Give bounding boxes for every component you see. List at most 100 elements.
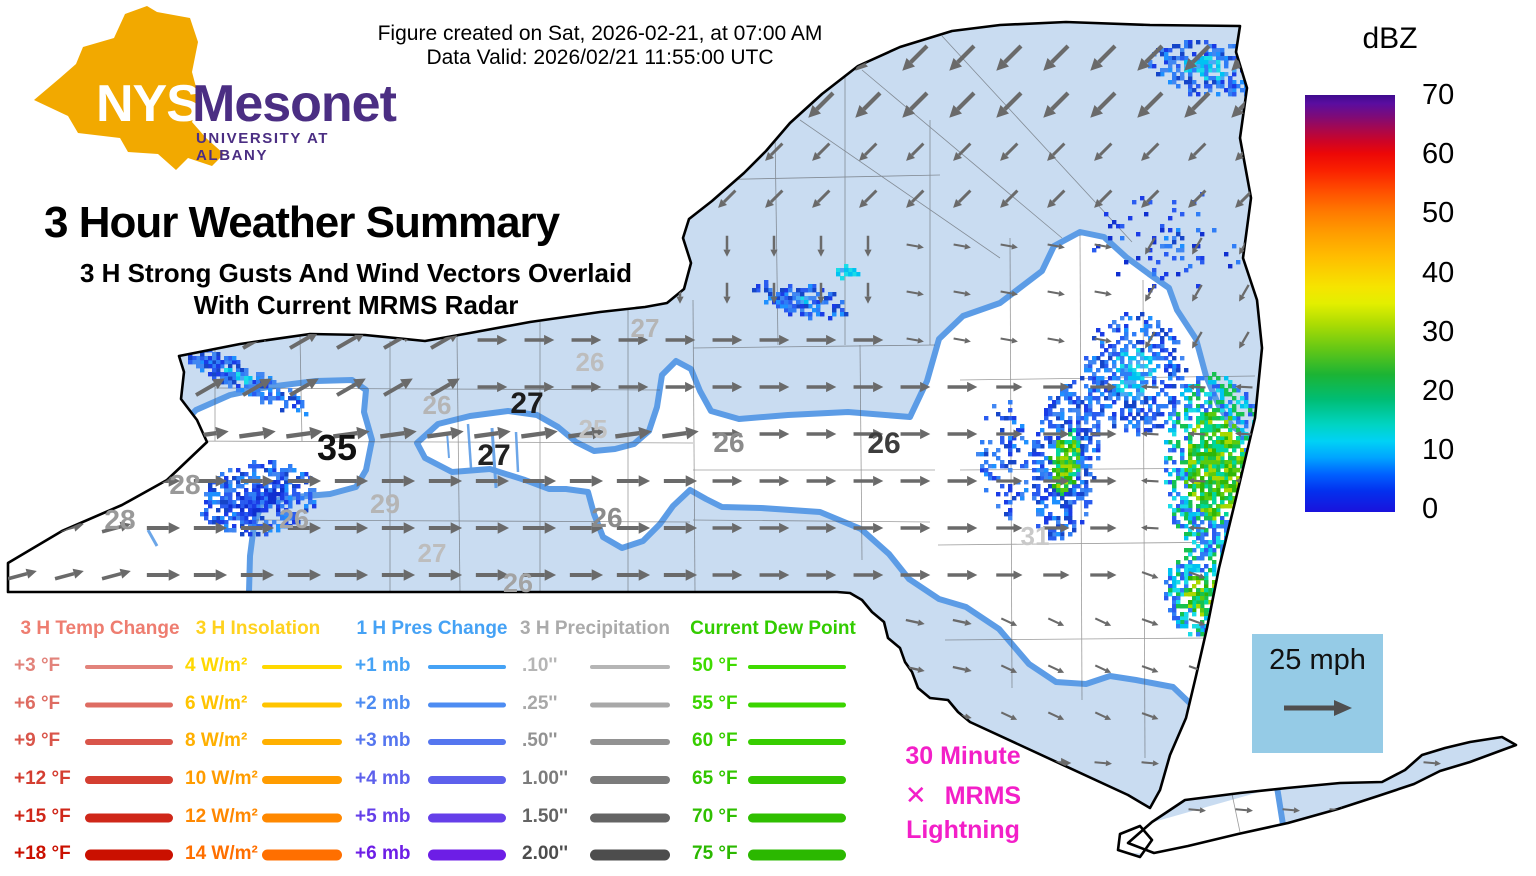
wind-arrow	[712, 522, 743, 534]
wind-arrow	[1094, 854, 1112, 857]
wind-arrow	[759, 334, 790, 346]
wind-arrow	[1417, 710, 1448, 722]
wind-arrow	[524, 757, 555, 769]
wind-arrow	[947, 475, 978, 487]
colorbar-tick-20: 20	[1422, 374, 1455, 407]
wind-arrow	[1511, 479, 1516, 483]
wind-arrow	[571, 663, 602, 675]
wind-arrow	[383, 663, 414, 675]
wind-arrow	[1090, 91, 1117, 118]
wind-arrow	[712, 475, 743, 487]
wind-arrow	[616, 475, 651, 487]
wind-arrow	[1000, 142, 1019, 161]
wind-arrow	[1276, 99, 1307, 111]
wind-arrow	[336, 851, 367, 857]
wind-arrow	[765, 189, 784, 208]
wind-arrow	[1192, 284, 1203, 302]
wind-arrow	[996, 523, 1023, 533]
wind-arrow	[1511, 56, 1516, 60]
wind-arrow	[524, 851, 555, 857]
wind-arrow	[859, 189, 878, 208]
wind-arrow	[1137, 44, 1164, 71]
wind-arrow	[1323, 522, 1354, 534]
wind-arrow	[193, 522, 228, 534]
wind-arrow	[240, 522, 275, 534]
wind-arrow	[1276, 146, 1307, 158]
wind-arrow	[195, 616, 226, 628]
subtitle-line1: 3 H Strong Gusts And Wind Vectors Overla…	[79, 258, 633, 288]
wind-arrow	[1376, 854, 1394, 857]
wind-arrow	[571, 851, 602, 857]
ny-state-logo-icon	[34, 6, 224, 170]
wind-arrow	[618, 616, 649, 628]
gust-value-label: 26	[503, 568, 533, 598]
wind-arrow	[148, 331, 178, 350]
wind-arrow	[717, 665, 737, 673]
wind-arrow	[764, 712, 784, 720]
wind-arrow	[1188, 807, 1206, 814]
wind-arrow	[524, 334, 555, 346]
wind-arrow	[759, 475, 790, 487]
wind-arrow	[1188, 477, 1206, 484]
wind-arrow	[1282, 760, 1300, 767]
wind-arrow	[1464, 663, 1495, 675]
wind-arrow	[1276, 522, 1307, 534]
wind-arrow	[474, 426, 511, 440]
dbz-colorbar	[1305, 95, 1395, 512]
gust-value-label: 26	[423, 390, 452, 420]
wind-arrow	[618, 851, 649, 857]
wind-arrow	[1043, 382, 1070, 392]
wind-arrow	[8, 474, 37, 487]
wind-arrow	[286, 426, 323, 440]
wind-arrow	[947, 522, 978, 534]
wind-arrow	[571, 616, 602, 628]
gust-value-label: 26	[279, 504, 309, 534]
wind-arrow	[1141, 712, 1159, 720]
wind-arrow	[1511, 714, 1516, 718]
wind-arrow	[571, 146, 602, 158]
wind-arrow	[667, 91, 694, 118]
wind-arrow	[1188, 189, 1207, 208]
wind-arrow	[428, 522, 463, 534]
wind-arrow	[475, 475, 510, 487]
wind-arrow	[101, 663, 132, 675]
wind-arrow	[1094, 760, 1112, 767]
wind-arrow	[1090, 476, 1117, 486]
wind-arrow	[1094, 290, 1112, 297]
wind-arrow	[900, 428, 931, 440]
wind-arrow	[524, 710, 555, 722]
wind-arrow	[1047, 142, 1066, 161]
wind-arrow	[1276, 381, 1307, 393]
wind-arrow	[334, 569, 369, 581]
wind-arrow	[1043, 523, 1070, 533]
wind-arrow	[1370, 522, 1401, 534]
wind-arrow	[618, 381, 649, 393]
wind-arrow	[712, 381, 743, 393]
wind-arrow	[665, 851, 696, 857]
wind-arrow	[1047, 243, 1065, 250]
state-outline	[1116, 824, 1154, 859]
wind-arrow	[1376, 760, 1394, 767]
wind-arrow	[1094, 664, 1112, 673]
colorbar-tick-50: 50	[1422, 196, 1455, 229]
wind-arrow	[240, 569, 275, 581]
wind-arrow	[618, 146, 649, 158]
wind-arrow	[287, 569, 322, 581]
wind-arrow	[54, 427, 84, 440]
wind-arrow	[195, 757, 226, 769]
wind-arrow	[1192, 331, 1203, 349]
figure-created-line: Figure created on Sat, 2026-02-21, at 07…	[377, 22, 823, 45]
wind-arrow	[618, 240, 649, 252]
lightning-note-line2: ✕ MRMS	[863, 780, 1063, 811]
wind-arrow	[101, 521, 131, 534]
wind-arrow	[947, 381, 978, 393]
wind-arrow	[858, 618, 878, 626]
wind-arrow	[1470, 807, 1488, 814]
wind-arrow	[477, 851, 508, 857]
wind-arrow	[524, 616, 555, 628]
wind-arrow	[1141, 571, 1159, 579]
wind-arrow	[1188, 524, 1206, 531]
wind-arrow	[906, 243, 924, 250]
wind-arrow	[953, 337, 971, 344]
wind-arrow	[662, 426, 699, 440]
